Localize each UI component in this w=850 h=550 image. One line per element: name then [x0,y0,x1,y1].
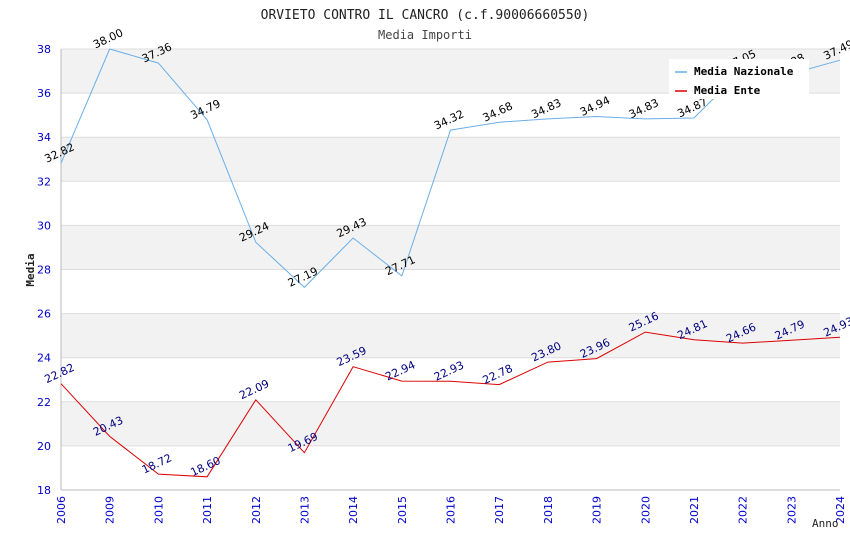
series-lines [60,48,841,478]
x-tick-label: 2017 [493,496,506,524]
y-tick-label: 24 [37,352,51,365]
x-axis-label: Anno [812,517,839,530]
x-tick-label: 2011 [201,496,214,524]
grid-band [61,137,840,182]
x-tick-label: 2023 [785,496,798,524]
chart-subtitle: Media Importi [378,28,472,42]
y-tick-label: 28 [37,264,51,277]
y-tick-label: 20 [37,440,51,453]
data-label: 22.09 [237,377,271,402]
data-label: 18.60 [189,454,223,479]
y-tick-label: 18 [37,484,51,497]
data-label: 38.00 [91,26,125,51]
x-tick-label: 2009 [104,496,117,524]
y-tick-label: 30 [37,219,51,232]
x-tick-label: 2021 [688,496,701,524]
x-tick-label: 2013 [298,496,311,524]
x-tick-label: 2024 [834,496,847,524]
grid-band [61,401,840,446]
data-label: 34.83 [529,96,563,121]
legend-box [669,59,809,99]
series-line-media-nazionale [60,48,841,289]
y-tick-label: 22 [37,396,51,409]
y-tick-label: 26 [37,308,51,321]
x-tick-label: 2015 [396,496,409,524]
y-tick-label: 34 [37,131,51,144]
x-tick-label: 2018 [542,496,555,524]
x-tick-label: 2016 [445,496,458,524]
series-line-media-ente [60,331,841,478]
legend-label-media-nazionale: Media Nazionale [694,65,794,78]
y-axis-label: Media [24,253,37,286]
data-label: 22.82 [42,361,76,386]
data-label: 34.68 [481,99,515,124]
data-label: 34.94 [578,94,612,119]
legend-label-media-ente: Media Ente [694,84,761,97]
data-label: 22.93 [432,359,466,384]
x-tick-label: 2010 [152,496,165,524]
data-label: 22.94 [383,358,417,383]
x-tick-label: 2020 [639,496,652,524]
x-tick-label: 2006 [55,496,68,524]
y-tick-labels: 18 20 22 24 26 28 30 32 34 36 38 [37,43,51,497]
y-tick-label: 36 [37,87,51,100]
grid-band [61,225,840,270]
grid-band [61,313,840,358]
y-tick-label: 38 [37,43,51,56]
x-tick-label: 2019 [591,496,604,524]
y-tick-label: 32 [37,175,51,188]
x-tick-labels: 2006 2009 2010 2011 2012 2013 2014 2015 2016 2017… [55,496,847,524]
data-label: 34.83 [627,96,661,121]
x-tick-label: 2014 [347,496,360,524]
x-tick-label: 2022 [737,496,750,524]
chart-title: ORVIETO CONTRO IL CANCRO (c.f.9000666055… [261,8,590,23]
grid-bands [61,49,840,446]
data-label: 22.78 [481,362,515,387]
x-tick-label: 2012 [250,496,263,524]
legend: Media Nazionale Media Ente [669,59,809,99]
data-label: 34.87 [675,95,709,120]
